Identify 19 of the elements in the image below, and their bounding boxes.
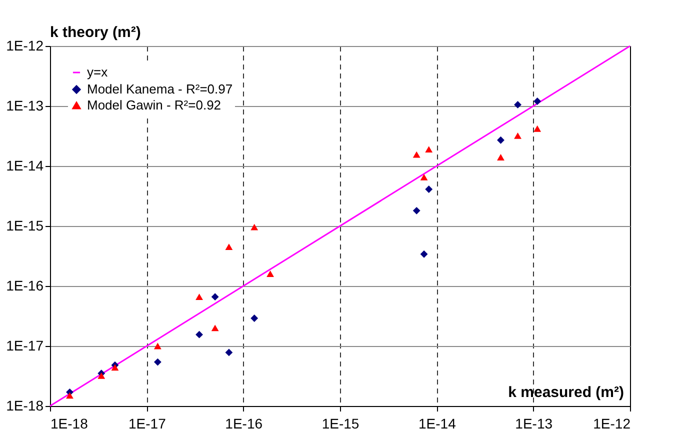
x-tick-label: 1E-15 — [322, 416, 360, 432]
x-tick-label: 1E-18 — [50, 416, 88, 432]
y-tick-label: 1E-15 — [6, 218, 44, 234]
legend-label: Model Kanema - R²=0.97 — [87, 82, 233, 96]
legend-label: Model Gawin - R²=0.92 — [87, 98, 222, 112]
y-tick-label: 1E-16 — [6, 278, 44, 294]
x-axis-title: k measured (m²) — [508, 384, 624, 401]
legend-label: y=x — [87, 64, 108, 80]
x-tick-label: 1E-17 — [128, 416, 166, 432]
y-tick-label: 1E-12 — [6, 38, 44, 54]
x-tick-label: 1E-12 — [593, 416, 631, 432]
y-axis-title: k theory (m²) — [50, 24, 141, 41]
y-tick-label: 1E-17 — [6, 338, 44, 354]
y-tick-label: 1E-13 — [6, 98, 44, 114]
x-tick-label: 1E-14 — [418, 416, 456, 432]
y-tick-label: 1E-14 — [6, 158, 44, 174]
y-tick-label: 1E-18 — [6, 398, 44, 414]
x-tick-label: 1E-16 — [225, 416, 263, 432]
x-tick-label: 1E-13 — [515, 416, 553, 432]
